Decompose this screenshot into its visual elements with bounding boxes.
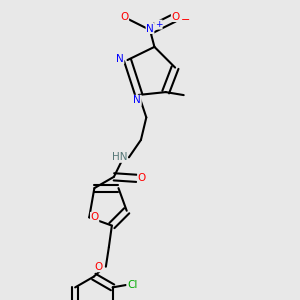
Text: O: O	[120, 11, 129, 22]
Text: −: −	[181, 15, 190, 26]
Text: O: O	[171, 11, 180, 22]
Text: N: N	[146, 23, 154, 34]
Text: Cl: Cl	[127, 280, 137, 290]
Text: +: +	[155, 20, 162, 29]
Text: N: N	[116, 53, 124, 64]
Text: HN: HN	[112, 152, 127, 162]
Text: N: N	[134, 95, 141, 105]
Text: O: O	[138, 173, 146, 183]
Text: O: O	[94, 262, 103, 272]
Text: O: O	[91, 212, 99, 222]
